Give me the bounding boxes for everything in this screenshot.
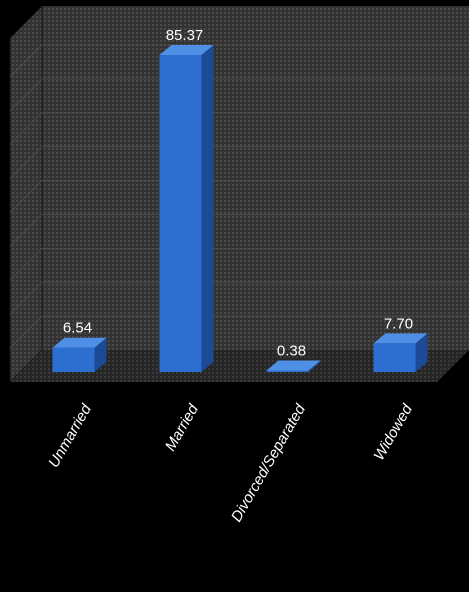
gridline-left	[9, 214, 43, 247]
gridline-left	[9, 180, 43, 213]
bar-side	[415, 333, 428, 372]
category-label: Divorced/Separated	[228, 401, 309, 525]
bar-top	[52, 337, 107, 348]
left-wall	[9, 4, 43, 384]
bar-side	[308, 360, 321, 372]
bar	[52, 347, 95, 372]
gridline-left	[9, 112, 43, 145]
gridline-left	[9, 78, 43, 112]
data-label: 7.70	[384, 315, 413, 332]
bar	[159, 55, 202, 372]
bar-top	[159, 45, 214, 55]
bar-side	[201, 45, 214, 372]
gridline-left	[9, 282, 43, 315]
bar	[266, 370, 309, 372]
chart-walls	[9, 4, 469, 384]
data-label: 0.38	[277, 343, 306, 360]
category-label: Married	[162, 401, 202, 454]
floor	[10, 350, 469, 382]
data-label: 6.54	[63, 320, 92, 337]
gridline-left	[9, 44, 43, 78]
data-label: 85.37	[166, 27, 204, 44]
bar-group	[52, 45, 428, 372]
category-label: Unmarried	[45, 401, 95, 471]
back-wall	[42, 6, 469, 350]
gridline-left	[9, 146, 43, 179]
category-label: Widowed	[370, 401, 416, 463]
gridline-left	[9, 248, 43, 281]
bar-side	[94, 337, 107, 372]
bar-top	[266, 360, 321, 371]
gridline-left	[9, 315, 43, 349]
bar-top	[373, 333, 428, 344]
bar	[373, 343, 416, 372]
